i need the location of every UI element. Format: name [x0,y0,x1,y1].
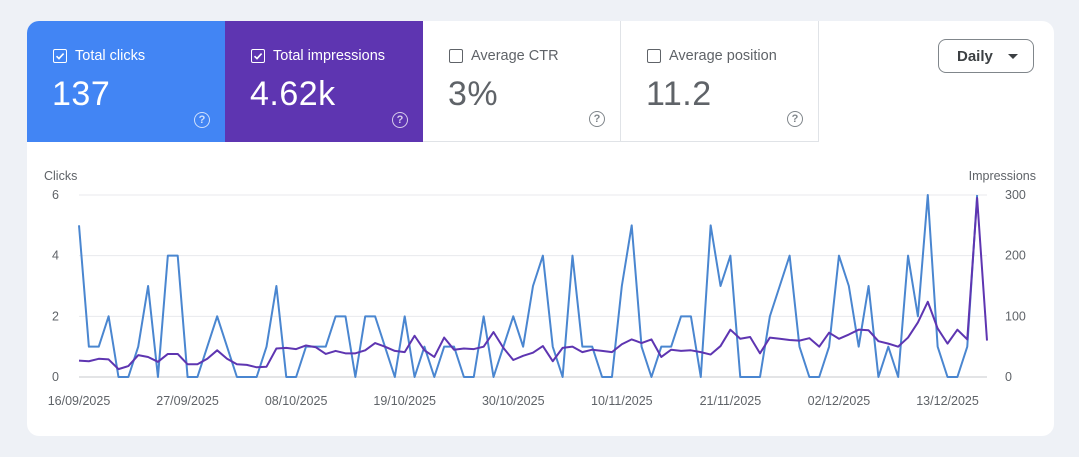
x-axis-tick-label: 30/10/2025 [482,394,545,408]
x-axis-tick-label: 27/09/2025 [156,394,219,408]
period-dropdown[interactable]: Daily [938,39,1034,73]
metric-value: 137 [52,75,111,113]
metric-value: 11.2 [646,75,712,113]
right-axis-tick-label: 200 [1005,249,1026,263]
checkbox-icon[interactable] [449,49,463,63]
right-axis-tick-label: 0 [1005,370,1012,384]
metric-label: Average position [669,48,777,64]
metric-label: Total impressions [273,48,386,64]
checkbox-icon[interactable] [251,49,265,63]
checkbox-icon[interactable] [53,49,67,63]
checkbox-icon[interactable] [647,49,661,63]
left-axis-tick-label: 4 [52,249,59,263]
performance-chart: 0 2 4 6 0 100 200 300 Clicks Impressions 16/09/202… [44,169,1036,408]
x-axis-tick-label: 08/10/2025 [265,394,328,408]
total-impressions-tab[interactable]: Total impressions 4.62k ? [225,21,423,142]
metric-value: 4.62k [250,75,336,113]
series-line-impressions [78,197,988,371]
total-clicks-tab[interactable]: Total clicks 137 ? [27,21,225,142]
x-axis-tick-label: 21/11/2025 [700,394,762,408]
average-ctr-tab[interactable]: Average CTR 3% ? [423,21,621,142]
average-position-tab[interactable]: Average position 11.2 ? [621,21,819,142]
right-axis-label: Impressions [969,169,1036,183]
metric-label: Average CTR [471,48,559,64]
x-axis-tick-label: 02/12/2025 [808,394,871,408]
x-axis-tick-label: 10/11/2025 [591,394,653,408]
caret-down-icon [1008,54,1018,59]
help-icon[interactable]: ? [589,111,605,127]
metric-value: 3% [448,75,499,113]
right-axis-tick-label: 100 [1005,309,1026,323]
metric-tabs: Total clicks 137 ? Total impressions 4.6… [27,21,819,142]
left-axis-tick-label: 6 [52,188,59,202]
x-axis-tick-label: 16/09/2025 [48,394,111,408]
left-axis-label: Clicks [44,169,77,183]
performance-card: Total clicks 137 ? Total impressions 4.6… [27,21,1054,436]
x-axis-tick-label: 13/12/2025 [916,394,979,408]
help-icon[interactable]: ? [787,111,803,127]
left-axis-tick-label: 0 [52,370,59,384]
series-line-clicks [78,194,979,378]
period-dropdown-label: Daily [957,48,993,65]
x-axis-tick-label: 19/10/2025 [373,394,436,408]
metric-label: Total clicks [75,48,146,64]
help-icon[interactable]: ? [194,112,210,128]
help-icon[interactable]: ? [392,112,408,128]
left-axis-tick-label: 2 [52,309,59,323]
right-axis-tick-label: 300 [1005,188,1026,202]
